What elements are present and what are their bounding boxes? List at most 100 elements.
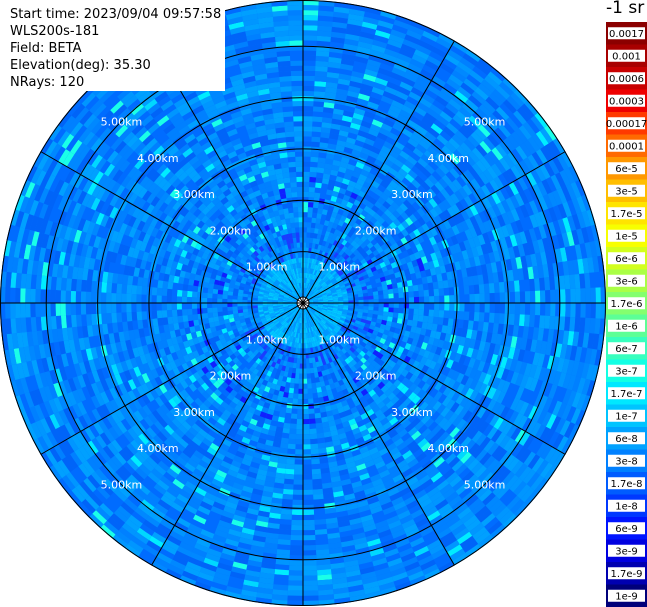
field-cell xyxy=(287,300,294,302)
field-cell xyxy=(317,345,322,352)
field-cell xyxy=(244,317,251,322)
field-cell xyxy=(258,311,264,315)
field-cell xyxy=(309,428,317,435)
field-cell xyxy=(413,303,420,310)
field-cell xyxy=(313,259,318,265)
field-cell xyxy=(275,230,282,237)
field-cell xyxy=(221,239,229,247)
field-cell xyxy=(313,503,325,510)
field-cell xyxy=(336,247,342,254)
field-cell xyxy=(271,275,277,281)
field-cell xyxy=(296,322,299,328)
field-cell xyxy=(508,313,515,326)
field-cell xyxy=(334,317,340,322)
field-cell xyxy=(287,202,293,209)
field-cell xyxy=(229,353,237,361)
field-cell xyxy=(272,367,278,374)
field-cell xyxy=(349,330,356,337)
field-cell xyxy=(373,306,379,311)
field-cell xyxy=(349,346,356,353)
field-cell xyxy=(358,264,365,271)
field-cell xyxy=(432,281,439,290)
field-cell xyxy=(258,277,264,283)
field-cell xyxy=(311,342,315,348)
field-cell xyxy=(273,295,279,298)
field-cell xyxy=(321,282,327,288)
field-cell xyxy=(326,389,333,396)
field-cell xyxy=(261,379,269,387)
field-cell xyxy=(356,245,364,253)
field-cell xyxy=(271,325,277,331)
field-cell xyxy=(274,312,280,316)
field-cell xyxy=(266,229,273,236)
field-cell xyxy=(297,196,303,203)
field-cell xyxy=(328,304,334,307)
field-cell xyxy=(437,280,444,289)
field-cell xyxy=(303,373,307,379)
field-cell xyxy=(330,355,336,362)
field-cell xyxy=(347,368,354,375)
field-cell xyxy=(299,267,302,273)
field-cell xyxy=(357,366,364,374)
field-cell xyxy=(267,347,273,354)
field-cell xyxy=(311,463,321,470)
field-cell xyxy=(367,309,374,315)
field-cell xyxy=(303,313,305,319)
field-cell xyxy=(294,311,298,316)
field-cell xyxy=(484,293,490,303)
field-cell xyxy=(308,322,311,328)
field-cell xyxy=(288,305,294,307)
field-cell xyxy=(267,335,273,341)
field-cell xyxy=(360,258,367,265)
field-cell xyxy=(274,215,281,222)
field-cell xyxy=(294,378,300,384)
field-cell xyxy=(274,290,280,294)
field-cell xyxy=(434,295,440,303)
field-cell xyxy=(363,238,371,246)
field-cell xyxy=(285,323,290,329)
field-cell xyxy=(344,319,351,324)
field-cell xyxy=(245,258,252,265)
field-cell xyxy=(242,366,249,374)
field-cell xyxy=(318,279,324,285)
field-cell xyxy=(203,318,210,324)
field-cell xyxy=(342,260,349,266)
field-cell xyxy=(161,303,167,311)
field-cell xyxy=(283,315,288,320)
field-cell xyxy=(289,275,293,281)
field-cell xyxy=(280,508,293,515)
field-cell xyxy=(293,268,297,274)
field-cell xyxy=(322,305,329,307)
field-cell xyxy=(278,296,284,299)
field-cell xyxy=(272,326,279,332)
field-cell xyxy=(332,307,338,311)
field-cell xyxy=(335,333,341,339)
field-cell xyxy=(276,264,281,271)
field-cell xyxy=(344,235,351,242)
field-cell xyxy=(311,458,320,465)
field-cell xyxy=(448,310,455,319)
field-cell xyxy=(192,285,199,292)
field-cell xyxy=(131,303,137,312)
field-cell xyxy=(357,290,363,295)
field-cell xyxy=(187,290,193,298)
field-cell xyxy=(255,248,262,255)
field-cell xyxy=(219,261,227,269)
field-cell xyxy=(327,319,333,324)
field-cell xyxy=(255,319,262,324)
field-cell xyxy=(329,216,336,223)
field-cell xyxy=(332,206,340,214)
field-cell xyxy=(321,337,326,344)
field-cell xyxy=(321,262,326,269)
field-cell xyxy=(279,229,285,236)
field-cell xyxy=(167,281,174,290)
field-cell xyxy=(311,473,322,480)
field-cell xyxy=(347,244,354,251)
field-cell xyxy=(343,321,350,326)
field-cell xyxy=(317,208,323,215)
field-cell xyxy=(227,330,234,336)
field-cell xyxy=(321,209,328,216)
field-cell xyxy=(282,255,287,262)
field-cell xyxy=(494,292,500,303)
field-cell xyxy=(288,367,293,373)
